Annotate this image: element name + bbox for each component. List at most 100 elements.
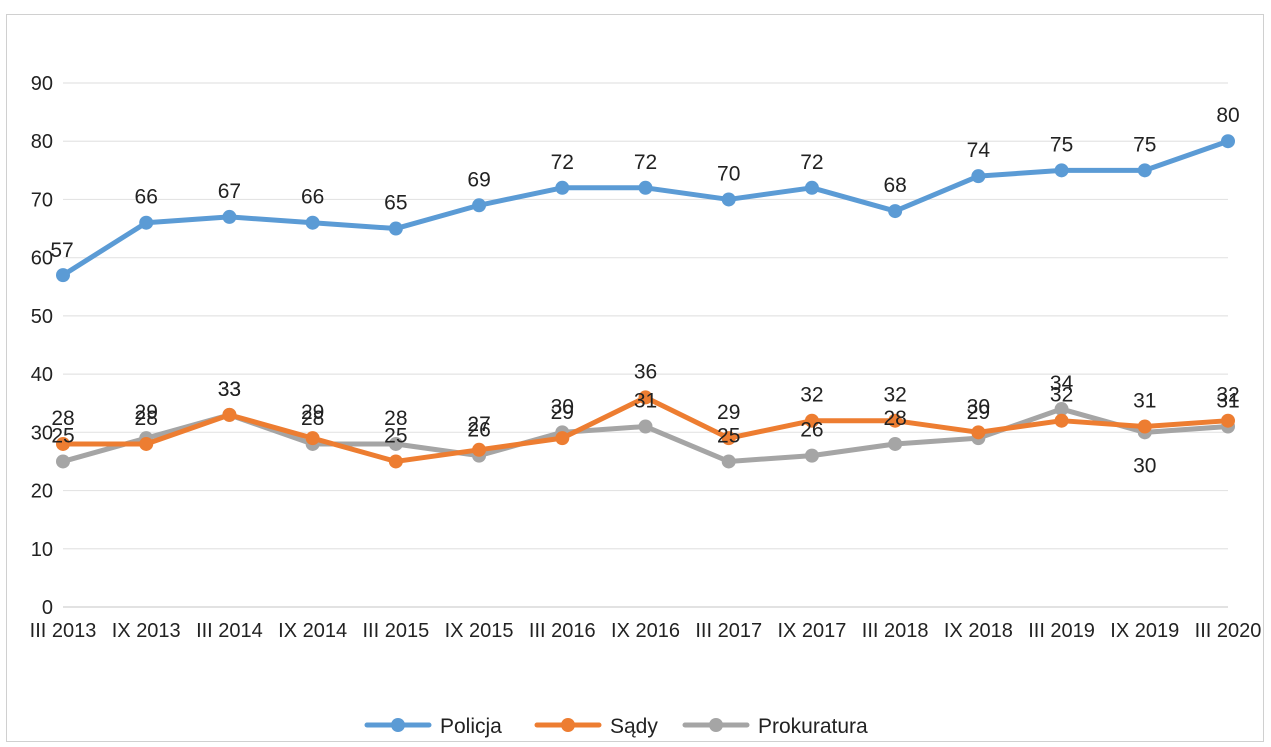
data-point: [721, 431, 736, 446]
data-label: 25: [717, 424, 740, 447]
data-label: 28: [135, 407, 158, 430]
data-label: 72: [800, 151, 823, 174]
data-point: [305, 431, 320, 446]
x-tick-label: IX 2017: [777, 620, 846, 642]
y-tick-label: 90: [31, 73, 53, 95]
x-tick-label: III 2016: [529, 620, 596, 642]
data-label: 31: [634, 390, 657, 413]
data-point: [638, 180, 653, 195]
data-label: 32: [1216, 384, 1239, 407]
data-label: 29: [301, 401, 324, 424]
data-point: [1054, 163, 1069, 178]
data-label: 57: [50, 239, 73, 262]
data-label: 70: [717, 162, 740, 185]
data-label: 33: [218, 378, 241, 401]
data-label: 36: [634, 360, 657, 383]
data-point: [888, 413, 903, 428]
chart-frame: [6, 14, 1264, 742]
data-point: [472, 198, 487, 213]
x-axis: III 2013 IX 2013 III 2014 IX 2014 III 2015 IX…: [30, 620, 1262, 642]
x-tick-label: IX 2015: [445, 620, 514, 642]
data-point: [222, 209, 237, 224]
data-label: 25: [384, 424, 407, 447]
data-point: [56, 436, 70, 451]
x-tick-label: III 2019: [1028, 620, 1095, 642]
data-point: [388, 221, 403, 236]
y-axis: 0 10 20 30 40 50 60 70 80 90: [31, 73, 53, 619]
data-label: 27: [467, 413, 490, 436]
x-tick-label: IX 2019: [1110, 620, 1179, 642]
data-label: 66: [301, 186, 324, 209]
y-tick-label: 30: [31, 422, 53, 444]
data-point: [1054, 413, 1069, 428]
data-label: 72: [551, 151, 574, 174]
data-label: 29: [717, 401, 740, 424]
y-tick-label: 40: [31, 364, 53, 386]
legend-marker: [561, 718, 575, 732]
data-label: 68: [883, 174, 906, 197]
legend-label: Policja: [440, 715, 502, 738]
data-label: 80: [1216, 104, 1239, 127]
data-point: [56, 268, 70, 283]
data-label: 69: [467, 168, 490, 191]
data-label: 66: [135, 186, 158, 209]
legend-label: Sądy: [610, 715, 658, 738]
data-label: 34: [1050, 372, 1074, 395]
y-tick-label: 10: [31, 539, 53, 561]
data-label: 75: [1133, 133, 1156, 156]
x-tick-label: IX 2016: [611, 620, 680, 642]
data-point: [1054, 402, 1069, 417]
x-tick-label: III 2014: [196, 620, 263, 642]
x-tick-label: IX 2018: [944, 620, 1013, 642]
data-label: 28: [301, 407, 324, 430]
data-label: 32: [1050, 384, 1073, 407]
legend-marker: [391, 718, 405, 732]
x-tick-label: III 2020: [1195, 620, 1262, 642]
data-label: 33: [218, 378, 241, 401]
data-point: [721, 454, 736, 469]
legend: Policja Sądy Prokuratura: [364, 715, 868, 738]
data-label: 30: [551, 395, 574, 418]
data-point: [804, 448, 819, 463]
data-point: [971, 169, 986, 184]
gridlines: [63, 82, 1228, 608]
data-point: [388, 454, 403, 469]
data-label: 26: [467, 419, 490, 442]
x-tick-label: III 2013: [30, 620, 97, 642]
data-point: [1137, 419, 1152, 434]
data-label: 29: [967, 401, 990, 424]
data-point: [56, 454, 70, 469]
data-point: [971, 425, 986, 440]
data-label: 65: [384, 192, 407, 215]
y-tick-label: 20: [31, 481, 53, 503]
x-tick-label: IX 2014: [278, 620, 347, 642]
data-label: 32: [800, 384, 823, 407]
x-tick-label: III 2017: [695, 620, 762, 642]
data-label: 28: [384, 407, 407, 430]
data-point: [804, 180, 819, 195]
data-point: [472, 442, 487, 457]
data-label: 67: [218, 180, 241, 203]
data-point: [638, 390, 653, 405]
series-layer: [56, 134, 1235, 469]
data-label: 29: [551, 401, 574, 424]
legend-marker: [709, 718, 723, 732]
data-point: [388, 436, 403, 451]
data-label: 30: [1133, 454, 1156, 477]
data-point: [1221, 413, 1235, 428]
data-point: [1221, 134, 1235, 149]
data-point: [555, 180, 570, 195]
data-label: 26: [800, 419, 823, 442]
data-label: 28: [51, 407, 74, 430]
data-label: 75: [1050, 133, 1073, 156]
data-point: [305, 215, 320, 230]
data-point: [638, 419, 653, 434]
data-label: 28: [883, 407, 906, 430]
y-tick-label: 0: [42, 597, 53, 619]
x-tick-label: IX 2013: [112, 620, 181, 642]
data-point: [721, 192, 736, 207]
legend-label: Prokuratura: [758, 715, 868, 738]
x-tick-label: III 2018: [862, 620, 929, 642]
